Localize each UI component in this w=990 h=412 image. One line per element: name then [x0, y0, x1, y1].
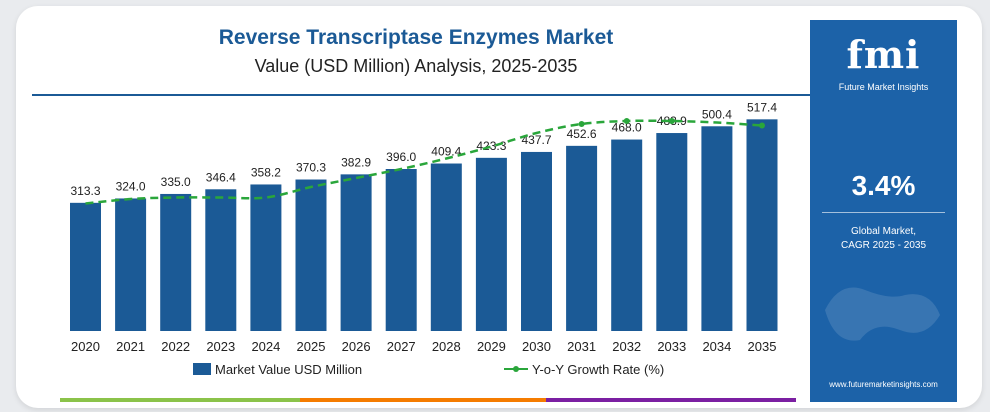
- data-label-2020: 313.3: [70, 184, 100, 198]
- growth-point-2031: [578, 121, 585, 127]
- website-link[interactable]: www.futuremarketinsights.com: [829, 380, 938, 389]
- x-tick-2022: 2022: [161, 339, 190, 354]
- data-label-2031: 452.6: [567, 127, 597, 141]
- bar-2027: [385, 169, 417, 331]
- bar-2022: [160, 193, 192, 331]
- data-label-2023: 346.4: [206, 170, 236, 184]
- bar-2028: [430, 163, 462, 331]
- data-label-2034: 500.4: [702, 107, 732, 121]
- growth-point-2035: [759, 122, 765, 129]
- bar-2034: [701, 126, 733, 331]
- data-label-2030: 437.7: [521, 133, 551, 147]
- legend-bar-swatch: [193, 363, 211, 375]
- x-tick-2023: 2023: [206, 339, 235, 354]
- legend-bar-label: Market Value USD Million: [215, 362, 362, 377]
- cagr-value: 3.4%: [851, 170, 916, 201]
- x-tick-2029: 2029: [477, 339, 506, 354]
- bar-2029: [475, 157, 507, 331]
- x-tick-2028: 2028: [432, 339, 461, 354]
- x-tick-2032: 2032: [612, 339, 641, 354]
- bar-2024: [250, 184, 282, 331]
- logo-subtitle: Future Market Insights: [838, 82, 929, 92]
- data-label-2022: 335.0: [161, 175, 191, 189]
- footer-stripe-purple: [546, 398, 796, 402]
- bar-2025: [295, 179, 327, 331]
- x-tick-2024: 2024: [251, 339, 280, 354]
- bar-2033: [656, 133, 688, 331]
- x-tick-2025: 2025: [297, 339, 326, 354]
- data-label-2028: 409.4: [431, 145, 461, 159]
- footer-stripe-orange: [300, 398, 546, 402]
- bar-2026: [340, 174, 372, 331]
- chart-title: Reverse Transcriptase Enzymes Market: [218, 26, 614, 49]
- data-label-2035: 517.4: [747, 100, 777, 114]
- growth-point-2033: [668, 118, 675, 124]
- bar-2030: [521, 151, 552, 331]
- x-tick-2020: 2020: [71, 339, 100, 354]
- panel-divider: [822, 212, 945, 213]
- bar-2032: [611, 139, 643, 331]
- footer-stripe-green: [60, 398, 300, 402]
- data-label-2029: 423.3: [476, 139, 506, 153]
- brand-side-panel: fmi Future Market Insights 3.4% Global M…: [810, 20, 957, 402]
- chart-plot: 313.3 324.0 335.0 346.4 358.2 370.3 382.9 396.0…: [70, 100, 778, 377]
- legend-line-label: Y-o-Y Growth Rate (%): [532, 362, 664, 377]
- data-label-2032: 468.0: [612, 121, 642, 135]
- fmi-logo: fmi: [846, 32, 921, 77]
- x-tick-2030: 2030: [522, 339, 551, 354]
- bar-2035: [746, 119, 778, 331]
- map-watermark-icon: [825, 287, 940, 341]
- x-tick-2034: 2034: [702, 339, 731, 354]
- cagr-label-line1: Global Market,: [850, 226, 917, 237]
- growth-point-2032: [623, 118, 630, 124]
- bar-2021: [115, 198, 147, 331]
- data-label-2025: 370.3: [296, 161, 326, 175]
- data-label-2026: 382.9: [341, 155, 371, 169]
- data-label-2027: 396.0: [386, 150, 416, 164]
- cagr-label-line2: CAGR 2025 - 2035: [840, 240, 927, 251]
- chart-area: Reverse Transcriptase Enzymes Market Val…: [16, 6, 816, 408]
- chart-subtitle: Value (USD Million) Analysis, 2025-2035: [254, 56, 578, 76]
- x-tick-2026: 2026: [342, 339, 371, 354]
- x-tick-2021: 2021: [116, 339, 145, 354]
- legend-line-marker: [513, 366, 519, 372]
- data-label-2024: 358.2: [251, 165, 281, 179]
- x-tick-2031: 2031: [567, 339, 596, 354]
- x-tick-2035: 2035: [748, 339, 777, 354]
- x-tick-2033: 2033: [657, 339, 686, 354]
- x-tick-2027: 2027: [387, 339, 416, 354]
- bar-2023: [205, 189, 237, 331]
- data-label-2021: 324.0: [116, 179, 146, 193]
- title-separator: [32, 94, 812, 96]
- bar-2020: [70, 202, 101, 331]
- bar-2031: [566, 145, 598, 331]
- growth-rate-line: [85, 119, 763, 205]
